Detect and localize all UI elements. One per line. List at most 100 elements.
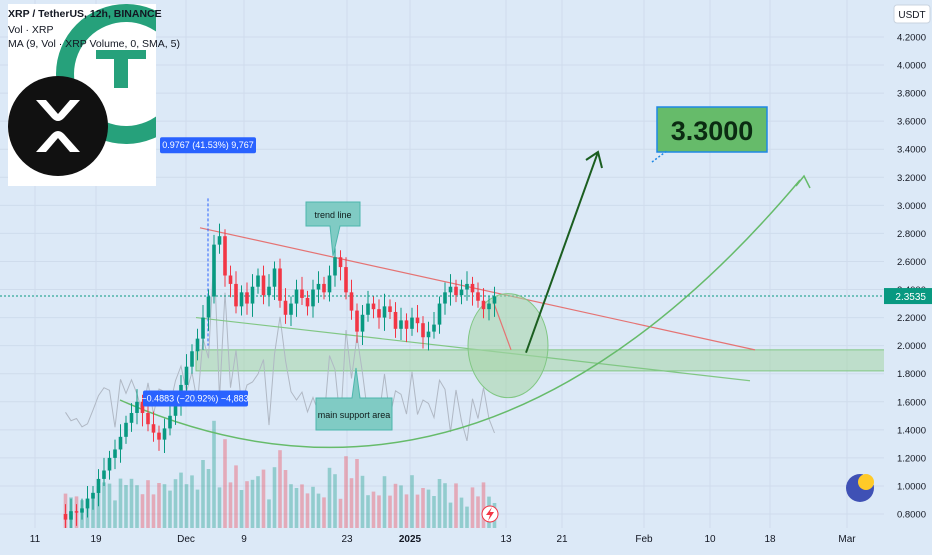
y-tick-label: 2.2000 bbox=[897, 313, 926, 324]
candle-body bbox=[168, 415, 172, 429]
candle-body bbox=[377, 309, 381, 318]
drawing-lines bbox=[0, 150, 884, 449]
candle-body bbox=[91, 492, 95, 499]
candle-body bbox=[382, 306, 387, 318]
candle-body bbox=[360, 314, 365, 332]
volume-bar bbox=[448, 502, 453, 528]
candle-body bbox=[184, 366, 189, 385]
volume-bar bbox=[349, 478, 354, 528]
volume-bar bbox=[311, 486, 315, 528]
time-scale-bg bbox=[0, 528, 932, 550]
candle-body bbox=[162, 428, 167, 440]
candle-body bbox=[349, 292, 354, 311]
candle-body bbox=[118, 436, 123, 450]
candle-body bbox=[135, 401, 139, 413]
y-tick-label: 2.6000 bbox=[897, 257, 926, 268]
candle-body bbox=[278, 268, 282, 301]
x-tick-label: 2025 bbox=[399, 534, 422, 545]
candle-body bbox=[102, 470, 106, 479]
flash-glyph bbox=[486, 507, 494, 521]
candle-body bbox=[459, 289, 464, 296]
volume-bar bbox=[135, 485, 139, 528]
y-tick-label: 1.8000 bbox=[897, 369, 926, 380]
candle-body bbox=[173, 404, 178, 416]
volume-bar bbox=[278, 450, 282, 528]
trend-line-callout bbox=[305, 201, 361, 257]
candle-body bbox=[432, 324, 436, 332]
volume-bar bbox=[437, 479, 442, 528]
volume-indicator-label[interactable]: Vol · XRP bbox=[8, 24, 54, 36]
y-tick-label: 4.2000 bbox=[897, 33, 926, 44]
up-arrowhead bbox=[585, 150, 603, 169]
candle-body bbox=[300, 289, 304, 298]
candle-body bbox=[305, 297, 310, 307]
target-circle bbox=[467, 293, 549, 399]
candle-body bbox=[85, 498, 90, 509]
volume-bar bbox=[124, 485, 128, 528]
volume-bar bbox=[96, 486, 101, 528]
volume-bar bbox=[371, 491, 376, 528]
volume-bar bbox=[179, 472, 183, 528]
price-scale-bg bbox=[884, 0, 932, 528]
volume-bar bbox=[91, 492, 95, 528]
candle-body bbox=[217, 236, 222, 245]
measure-down-box bbox=[143, 390, 248, 407]
x-tick-label: 13 bbox=[500, 534, 512, 545]
measure-down-label: −0.4883 (−20.92%) −4,883 bbox=[141, 394, 248, 404]
candle-body bbox=[146, 412, 150, 425]
volume-bar bbox=[206, 469, 211, 528]
volume-bar bbox=[382, 476, 387, 528]
candle-body bbox=[234, 283, 238, 307]
candle-body bbox=[465, 283, 469, 290]
volume-bar bbox=[129, 478, 134, 528]
volume-bar bbox=[305, 493, 310, 528]
candle-body bbox=[333, 257, 337, 276]
candle-body bbox=[470, 283, 475, 293]
candle-body bbox=[327, 275, 332, 293]
candle-body bbox=[410, 317, 414, 329]
candle-body bbox=[140, 401, 145, 413]
volume-bar bbox=[421, 488, 425, 528]
volume-bar bbox=[151, 494, 156, 528]
candle-body bbox=[344, 267, 348, 293]
candle-body bbox=[201, 317, 205, 339]
y-tick-label: 1.6000 bbox=[897, 397, 926, 408]
candle-body bbox=[371, 303, 376, 310]
x-tick-label: 21 bbox=[556, 534, 568, 545]
down-arrow bbox=[492, 300, 512, 351]
candle-body bbox=[69, 511, 73, 520]
volume-bar bbox=[272, 467, 277, 528]
price-scale: USDT 0.8000 1.0000 1.2000 1.4000 1.6000 1.8000… bbox=[884, 0, 932, 528]
y-tick-label: 2.8000 bbox=[897, 229, 926, 240]
candles bbox=[63, 223, 497, 531]
volume-bar bbox=[322, 497, 326, 528]
support-text: main support area bbox=[318, 410, 391, 420]
candle-body bbox=[228, 275, 233, 284]
candle-body bbox=[487, 303, 491, 310]
volume-bar bbox=[223, 439, 227, 528]
candle-body bbox=[157, 432, 161, 440]
candle-body bbox=[245, 292, 249, 304]
candle-body bbox=[151, 424, 156, 433]
x-tick-label: 18 bbox=[764, 534, 776, 545]
candle-body bbox=[129, 412, 134, 423]
candle-body bbox=[212, 244, 216, 297]
volume-bar bbox=[333, 474, 337, 528]
currency-label: USDT bbox=[898, 10, 925, 21]
volume-bar bbox=[432, 496, 436, 528]
ma-indicator-label[interactable]: MA (9, Vol · XRP Volume, 0, SMA, 5) bbox=[8, 38, 180, 50]
volume-bar bbox=[399, 485, 403, 528]
volume-bar bbox=[289, 484, 293, 528]
candle-body bbox=[355, 310, 359, 332]
candle-body bbox=[421, 323, 425, 338]
candle-body bbox=[206, 296, 211, 318]
symbol-title[interactable]: XRP / TetherUS, 12h, BINANCE bbox=[8, 8, 162, 20]
candle-body bbox=[437, 303, 442, 325]
candle-body bbox=[289, 303, 293, 315]
candle-body bbox=[107, 457, 112, 471]
volume-bar bbox=[118, 478, 123, 528]
annotations: 0.9767 (41.53%) 9,767 −0.4883 (−20.92%) −… bbox=[141, 106, 874, 523]
volume-bar bbox=[283, 470, 288, 528]
